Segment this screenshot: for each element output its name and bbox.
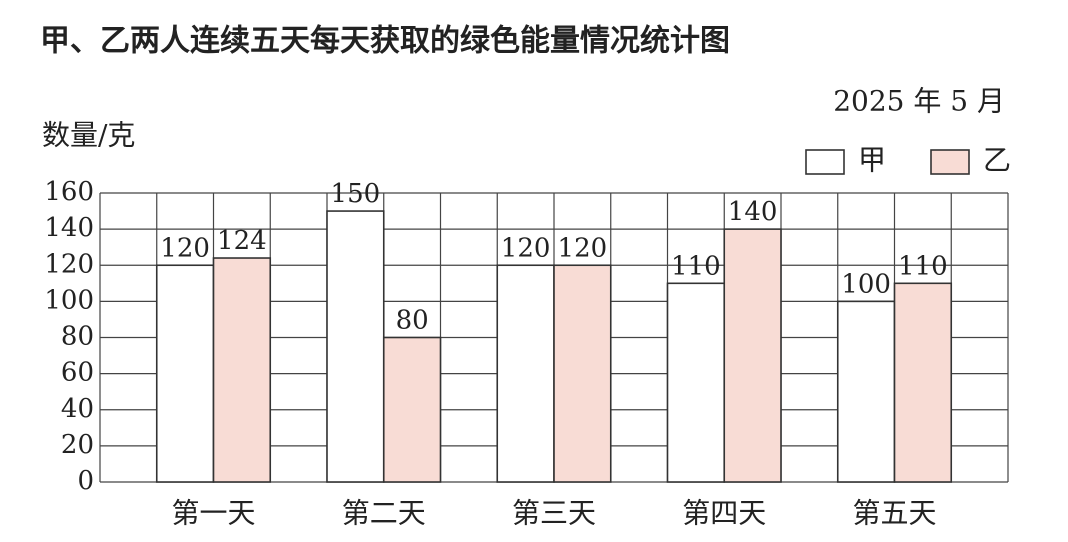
chart-subtitle: 2025 年 5 月	[833, 85, 1005, 118]
x-tick-label: 第三天	[512, 497, 596, 530]
bar	[155, 264, 215, 483]
bar	[212, 257, 272, 483]
value-label: 150	[331, 179, 381, 209]
y-tick-label: 40	[61, 394, 94, 424]
x-tick-label: 第二天	[342, 497, 426, 530]
x-tick-label: 第四天	[682, 497, 766, 530]
chart-title: 甲、乙两人连续五天每天获取的绿色能量情况统计图	[40, 24, 730, 59]
value-label: 110	[671, 251, 721, 281]
legend-swatch	[930, 149, 970, 175]
y-tick-label: 120	[44, 249, 94, 279]
x-tick-label: 第五天	[852, 497, 936, 530]
bar	[836, 300, 896, 483]
value-label: 120	[501, 233, 551, 263]
x-tick-label: 第一天	[171, 497, 255, 530]
y-tick-label: 140	[44, 213, 94, 243]
value-label: 124	[217, 226, 267, 256]
bar	[382, 336, 442, 483]
value-label: 100	[841, 269, 891, 299]
legend-label: 甲	[858, 144, 886, 177]
legend-swatch	[805, 149, 845, 175]
value-label: 80	[396, 306, 429, 336]
y-tick-label: 0	[77, 466, 94, 496]
y-tick-label: 100	[44, 285, 94, 315]
bar	[326, 210, 385, 483]
bar	[553, 264, 612, 483]
y-tick-label: 80	[61, 322, 94, 352]
bar	[496, 264, 555, 483]
bar	[666, 282, 726, 483]
y-tick-label: 60	[61, 358, 94, 388]
value-label: 120	[160, 233, 210, 263]
value-label: 120	[558, 233, 608, 263]
bar	[723, 228, 782, 483]
legend-label: 乙	[983, 144, 1011, 177]
bar	[893, 282, 953, 483]
y-axis-label: 数量/克	[42, 119, 135, 152]
y-tick-label: 160	[44, 177, 94, 207]
value-label: 110	[898, 251, 948, 281]
y-tick-label: 20	[61, 430, 94, 460]
value-label: 140	[728, 197, 778, 227]
